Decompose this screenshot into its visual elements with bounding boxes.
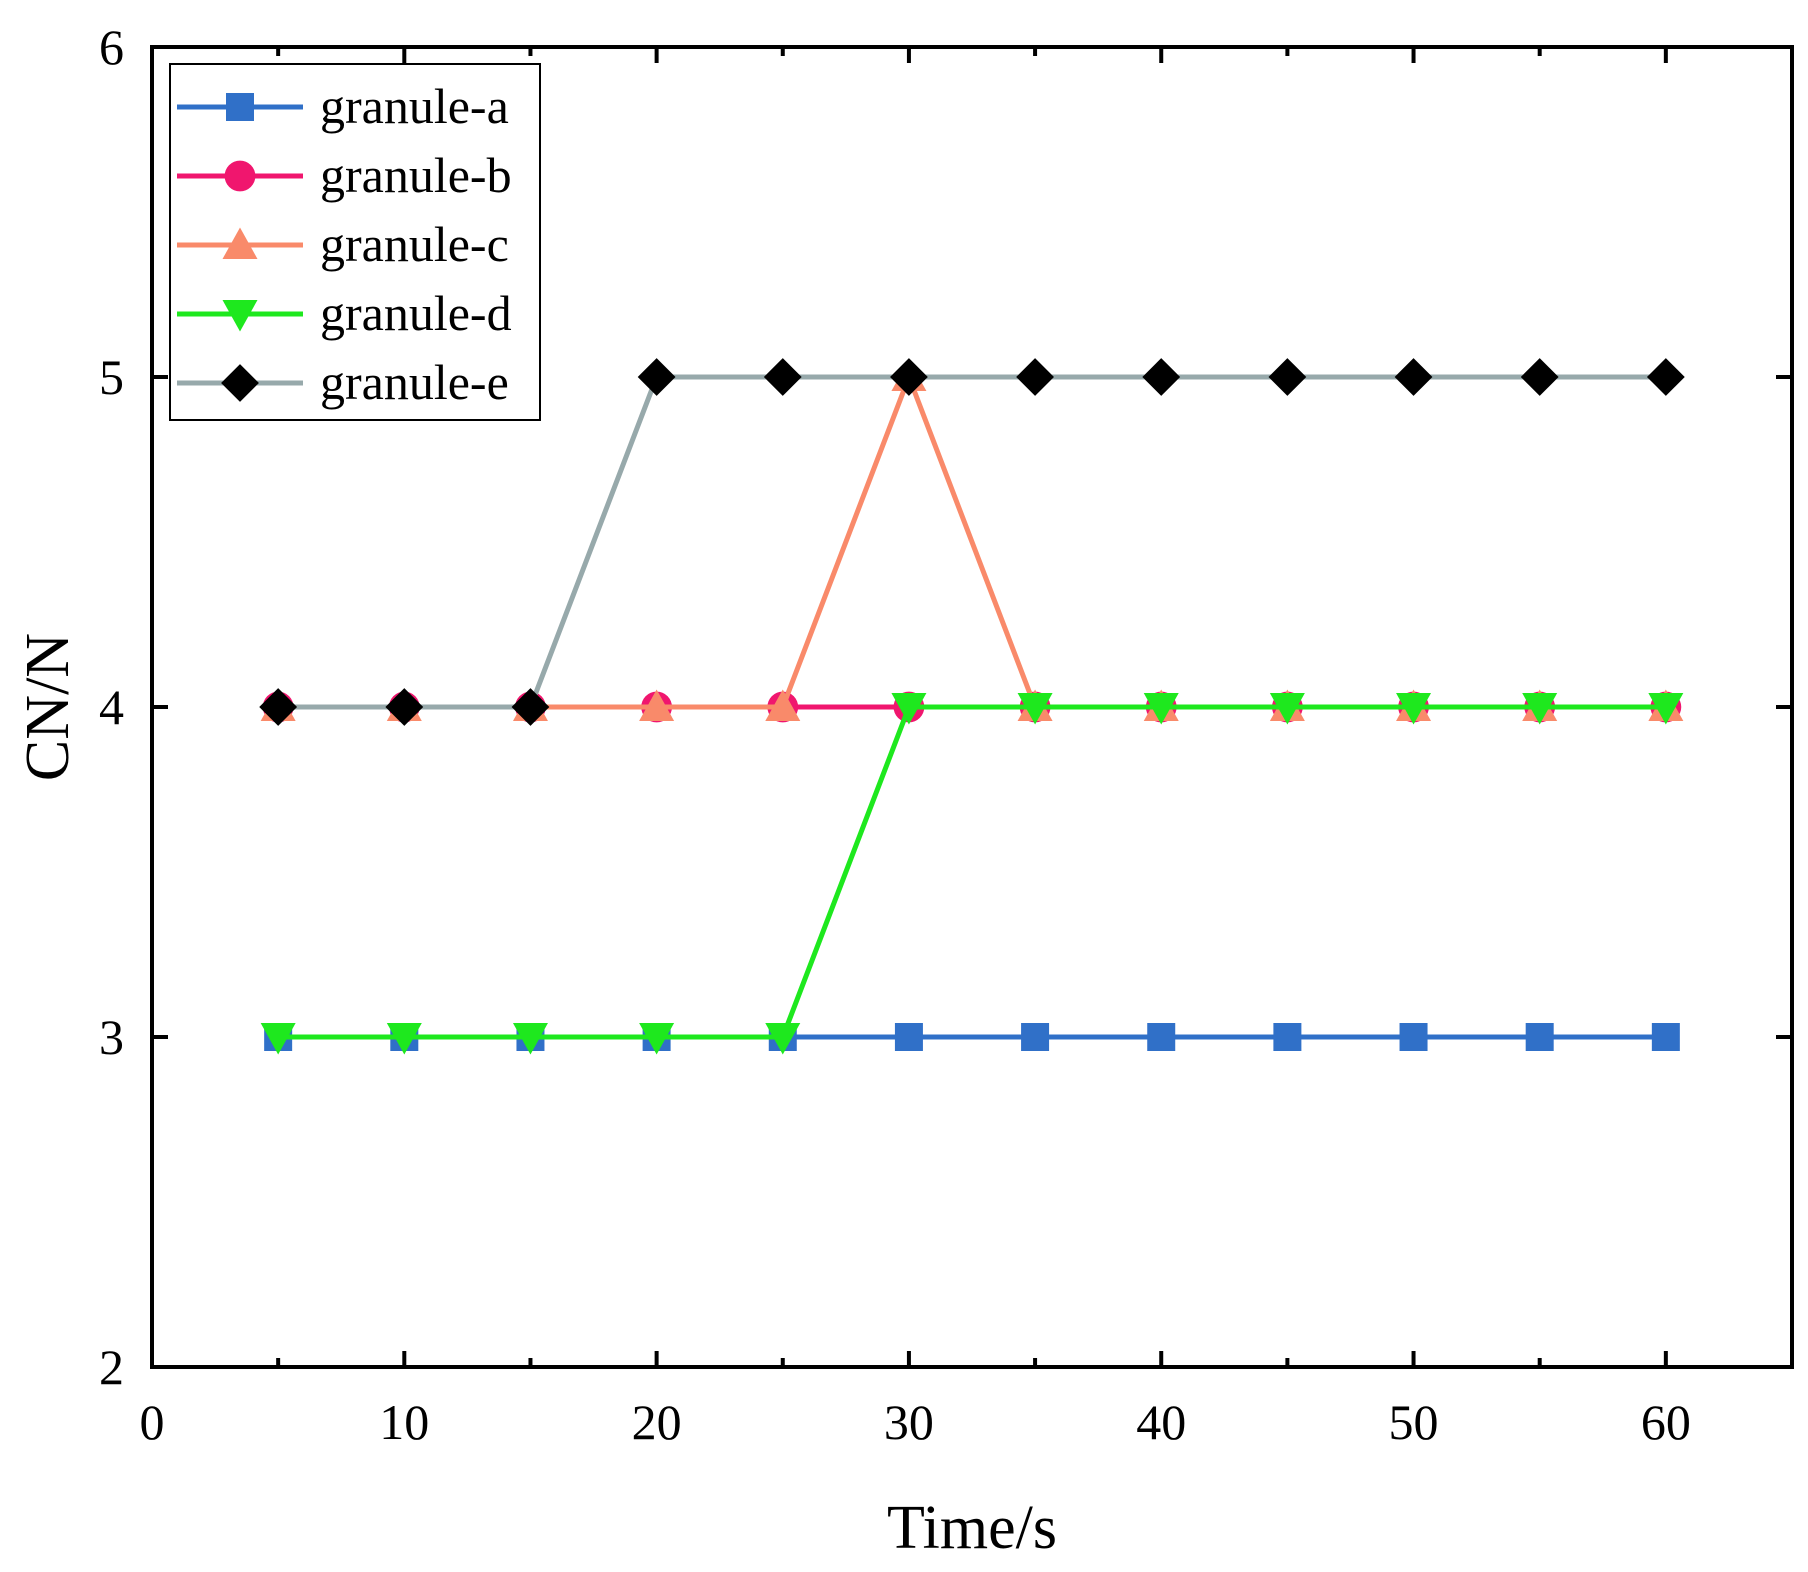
legend-item-granule-a: granule-a	[177, 78, 509, 134]
series-granule-d	[260, 693, 1684, 1055]
granule-e-point	[1646, 358, 1685, 396]
x-tick-label: 20	[632, 1394, 682, 1450]
granule-a-point	[1525, 1023, 1554, 1051]
x-tick-label: 50	[1389, 1394, 1439, 1450]
legend-marker	[222, 227, 258, 259]
granule-d-point	[891, 693, 927, 725]
granule-e-point	[1016, 358, 1054, 396]
granule-e-point	[1394, 358, 1433, 396]
legend-item-granule-b: granule-b	[177, 147, 512, 203]
legend-marker	[224, 160, 256, 192]
granule-a-point	[1273, 1023, 1302, 1051]
y-axis-title: CN/N	[14, 633, 82, 781]
y-tick-label: 5	[99, 349, 124, 405]
granule-e-point	[763, 358, 802, 396]
granule-d-line	[278, 704, 1666, 1040]
legend-item-granule-d: granule-d	[177, 285, 512, 341]
granule-e-point	[890, 358, 928, 396]
axes-layer: 0 10 20 30 40 50 60 2 3 4 5 6	[99, 19, 1792, 1450]
legend-marker	[221, 364, 259, 402]
granule-e-point	[385, 688, 424, 726]
granule-e-point	[1268, 358, 1307, 396]
granule-d-point	[1143, 693, 1179, 725]
granule-a-point	[1147, 1023, 1176, 1051]
granule-a-point	[1651, 1023, 1680, 1051]
granule-e-point	[259, 688, 298, 726]
x-tick-label: 30	[884, 1394, 934, 1450]
legend-label: granule-c	[320, 216, 509, 272]
granule-e-point	[1142, 358, 1181, 396]
legend-box	[169, 63, 541, 421]
granule-c-point	[639, 689, 675, 721]
legend-items: granule-a granule-b granule-c granule-d gran…	[177, 78, 512, 410]
x-axis-title: Time/s	[887, 1494, 1057, 1562]
granule-d-point	[260, 1023, 296, 1055]
x-tick-label: 0	[140, 1394, 165, 1450]
granule-a-point	[1399, 1023, 1428, 1051]
granule-d-point	[512, 1023, 548, 1055]
granule-d-point	[386, 1023, 422, 1055]
legend-item-granule-e: granule-e	[177, 354, 509, 410]
granule-d-point	[1648, 693, 1684, 725]
y-tick-label: 6	[99, 19, 124, 75]
granule-d-point	[1522, 693, 1558, 725]
series-granule-e	[259, 358, 1685, 726]
series-layer	[259, 358, 1685, 1055]
granule-a-point	[1021, 1023, 1050, 1051]
granule-c-line	[278, 369, 1666, 710]
granule-d-point	[639, 1023, 675, 1055]
legend-item-granule-c: granule-c	[177, 216, 509, 272]
granule-d-point	[1269, 693, 1305, 725]
legend-label: granule-b	[320, 147, 512, 203]
legend-marker	[222, 300, 258, 332]
y-tick-label: 2	[99, 1339, 124, 1395]
x-tick-label: 10	[379, 1394, 429, 1450]
y-tick-label: 4	[99, 679, 124, 735]
legend-label: granule-a	[320, 78, 509, 134]
granule-e-point	[511, 688, 550, 726]
granule-d-point	[765, 1023, 801, 1055]
granule-e-point	[1520, 358, 1559, 396]
granule-d-point	[1017, 693, 1053, 725]
legend-label: granule-e	[320, 354, 509, 410]
x-tick-label: 40	[1136, 1394, 1186, 1450]
x-tick-label: 60	[1641, 1394, 1691, 1450]
legend: granule-a granule-b granule-c granule-d gran…	[169, 63, 541, 421]
granule-e-point	[637, 358, 676, 396]
legend-label: granule-d	[320, 285, 512, 341]
granule-a-point	[894, 1023, 923, 1051]
granule-d-point	[1396, 693, 1432, 725]
y-tick-label: 3	[99, 1009, 124, 1065]
granule-c-point	[765, 689, 801, 721]
legend-marker	[226, 93, 254, 121]
granule-e-line	[278, 374, 1666, 710]
